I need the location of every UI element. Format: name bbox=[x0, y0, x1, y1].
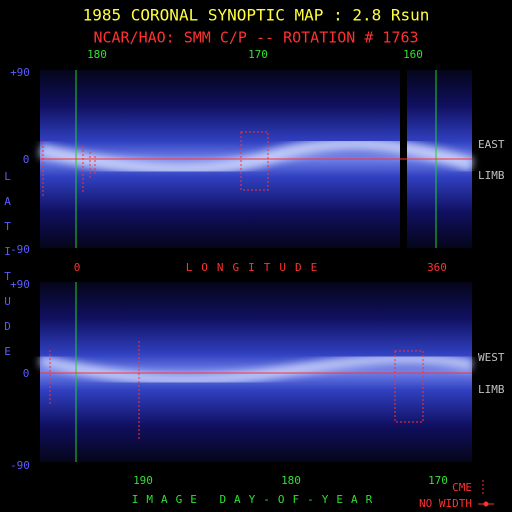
y-label: -90 bbox=[10, 459, 30, 472]
top-axis-label: 170 bbox=[248, 48, 268, 61]
cme-markers bbox=[42, 131, 269, 196]
title: 1985 CORONAL SYNOPTIC MAP : 2.8 Rsun bbox=[83, 6, 430, 25]
y-label: 0 bbox=[23, 153, 30, 166]
side-label: LIMB bbox=[478, 169, 505, 182]
top-axis-label: 160 bbox=[403, 48, 423, 61]
legend-cme: CME bbox=[452, 481, 472, 494]
top-axis-label: 180 bbox=[87, 48, 107, 61]
end-label: 360 bbox=[427, 261, 447, 274]
side-label: EAST bbox=[478, 138, 505, 151]
x-label: 190 bbox=[133, 474, 153, 487]
cme-markers bbox=[49, 341, 424, 440]
axis-label: IMAGE DAY-OF-YEAR bbox=[132, 493, 381, 506]
streamer-band bbox=[38, 352, 474, 386]
x-label: 180 bbox=[281, 474, 301, 487]
y-label: +90 bbox=[10, 278, 30, 291]
side-label: WEST bbox=[478, 351, 505, 364]
x-label: 170 bbox=[428, 474, 448, 487]
legend-mark bbox=[483, 501, 489, 507]
y-label: +90 bbox=[10, 66, 30, 79]
y-label: -90 bbox=[10, 243, 30, 256]
y-axis-label: LATITUDE bbox=[1, 170, 14, 370]
axis-label: LONGITUDE bbox=[186, 261, 327, 274]
side-label: LIMB bbox=[478, 383, 505, 396]
start-label: 0 bbox=[74, 261, 81, 274]
subtitle: NCAR/HAO: SMM C/P -- ROTATION # 1763 bbox=[93, 29, 418, 47]
legend-no-width: NO WIDTH bbox=[419, 497, 472, 510]
streamer-band bbox=[38, 136, 475, 176]
y-label: 0 bbox=[23, 367, 30, 380]
